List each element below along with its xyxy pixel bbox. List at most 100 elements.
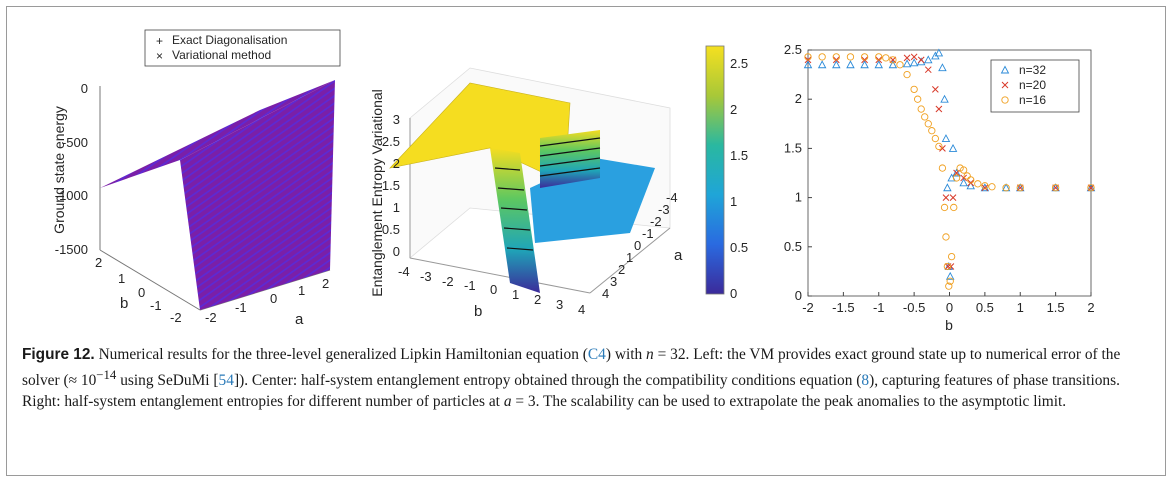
data-point-n=32 <box>874 60 884 69</box>
data-point-n=16 <box>947 252 956 261</box>
atick: -3 <box>658 202 670 217</box>
ref-link-c4[interactable]: C4 <box>587 346 606 363</box>
data-point-n=16 <box>832 53 840 61</box>
btick: 0 <box>138 285 145 300</box>
atick: 4 <box>602 286 609 301</box>
btick: 2 <box>95 255 102 270</box>
ztick: -500 <box>62 135 88 150</box>
data-point-n=16 <box>959 166 968 174</box>
data-point-n=32 <box>934 48 944 57</box>
x-tick-label: 1.5 <box>1047 300 1065 315</box>
btick: -1 <box>150 298 162 313</box>
data-point-n=20 <box>960 174 968 182</box>
data-point-n=32 <box>909 58 919 67</box>
data-point-n=32 <box>938 63 947 72</box>
data-point-n=16 <box>967 176 975 184</box>
atick: -2 <box>650 214 662 229</box>
atick: 3 <box>610 274 617 289</box>
data-point-n=16 <box>860 53 869 61</box>
x-tick-label: -1 <box>873 300 885 315</box>
ref-link-54[interactable]: 54 <box>218 372 234 390</box>
legend-label: n=16 <box>1019 93 1046 107</box>
x-tick-label: -2 <box>802 300 814 315</box>
data-point-n=20 <box>949 194 957 201</box>
atick: -4 <box>666 190 678 205</box>
data-point-n=20 <box>931 86 939 93</box>
legend-marker <box>1001 81 1009 89</box>
data-point-n=16 <box>945 282 953 290</box>
data-point-n=16 <box>1016 184 1024 192</box>
data-point-n=16 <box>1002 184 1010 192</box>
data-point-n=20 <box>942 194 950 201</box>
colorbar-tick: 2 <box>730 102 737 117</box>
data-point-n=16 <box>943 262 952 271</box>
atick: 0 <box>634 238 641 253</box>
data-point-n=32 <box>860 60 869 69</box>
data-point-n=16 <box>910 85 918 94</box>
data-point-n=16 <box>924 120 932 128</box>
data-point-n=20 <box>924 66 932 74</box>
y-tick-label: 0 <box>795 288 802 303</box>
btick: 1 <box>512 287 519 302</box>
btick: 0 <box>490 282 497 297</box>
data-point-n=16 <box>938 164 947 172</box>
atick: 0 <box>270 291 277 306</box>
atick: 2 <box>618 262 625 277</box>
data-point-n=16 <box>942 233 950 241</box>
upper-surface <box>100 80 335 188</box>
data-point-n=16 <box>1087 184 1095 192</box>
data-point-n=20 <box>1052 184 1059 192</box>
data-point-n=16 <box>875 53 883 61</box>
x-axis-label: b <box>945 317 953 332</box>
y-tick-label: 1.5 <box>784 140 802 155</box>
data-point-n=32 <box>966 181 975 190</box>
ztick: 1.5 <box>382 178 400 193</box>
data-point-n=16 <box>952 174 961 182</box>
data-point-n=16 <box>804 53 812 61</box>
data-point-n=32 <box>943 183 952 192</box>
data-point-n=16 <box>981 182 989 190</box>
x-tick-label: 0 <box>946 300 953 315</box>
ztick: 2.5 <box>382 134 400 149</box>
legend-marker <box>1000 65 1010 74</box>
atick: -2 <box>205 310 217 325</box>
btick: 4 <box>578 302 585 317</box>
atick: 1 <box>298 283 305 298</box>
btick: 2 <box>534 292 541 307</box>
x-tick-label: 1 <box>1017 300 1024 315</box>
colorbar <box>705 45 725 295</box>
ztick: 0 <box>393 244 400 259</box>
a-axis-line <box>589 227 671 294</box>
data-point-n=16 <box>956 164 964 172</box>
data-point-n=16 <box>846 53 855 61</box>
data-point-n=16 <box>914 95 922 103</box>
ztick: 0 <box>81 81 88 96</box>
data-point-n=32 <box>846 60 855 69</box>
data-point-n=32 <box>902 59 912 68</box>
legend-label: n=20 <box>1019 78 1046 92</box>
y-tick-label: 1 <box>795 190 802 205</box>
data-point-n=20 <box>910 53 918 61</box>
data-point-n=16 <box>928 127 936 135</box>
data-point-n=32 <box>817 60 827 69</box>
data-point-n=16 <box>931 134 940 143</box>
data-point-n=32 <box>945 271 955 280</box>
z-axis-label: Entanglement Entropy Variational <box>370 89 385 297</box>
center-plot: 3 2.5 2 1.5 1 0.5 0 Entanglement Entropy… <box>370 45 748 320</box>
data-point-n=16 <box>974 180 982 188</box>
y-tick-label: 2.5 <box>784 42 802 57</box>
ztick: 0.5 <box>382 222 400 237</box>
data-point-n=16 <box>988 183 996 191</box>
ref-link-8[interactable]: 8 <box>861 372 870 390</box>
data-point-n=20 <box>917 56 925 64</box>
data-point-n=32 <box>888 60 898 69</box>
btick: -2 <box>442 274 454 289</box>
lower-surface <box>180 80 335 310</box>
atick: 2 <box>322 276 329 291</box>
b-axis-label: b <box>120 295 128 312</box>
data-point-n=16 <box>950 203 958 212</box>
drop-wall <box>490 148 540 293</box>
atick: -1 <box>642 226 654 241</box>
colorbar-tick: 2.5 <box>730 56 748 71</box>
data-point-n=20 <box>1087 184 1095 192</box>
